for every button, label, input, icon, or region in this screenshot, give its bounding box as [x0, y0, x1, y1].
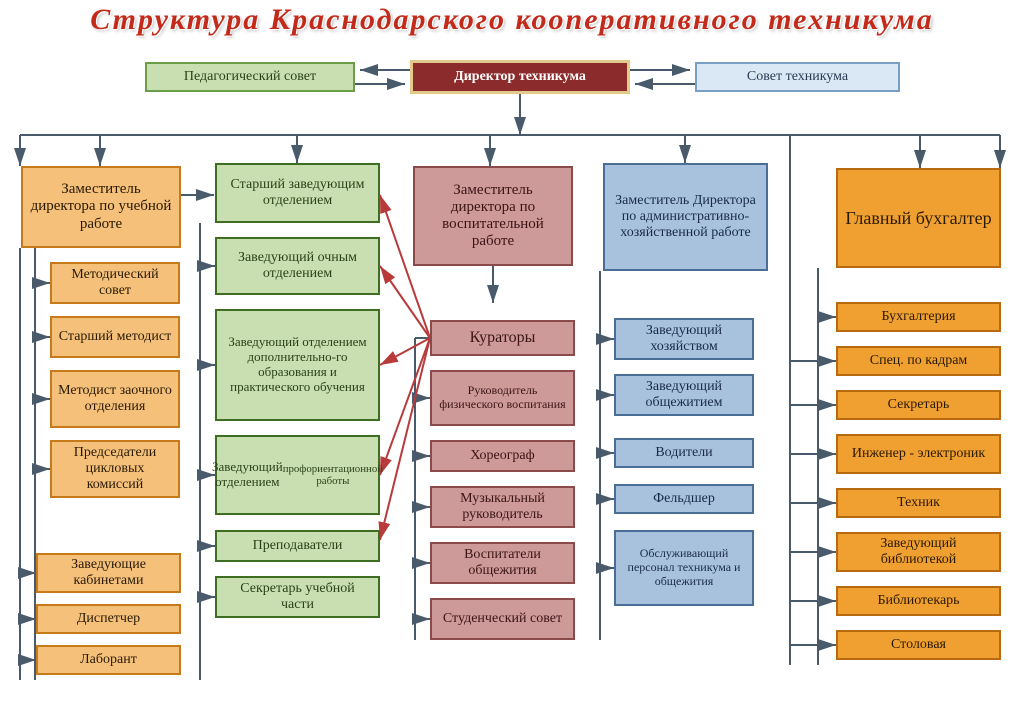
- node-zav_bib: Заведующий библиотекой: [836, 532, 1001, 572]
- node-zav_obj: Заведующий общежитием: [614, 374, 754, 416]
- node-zav_kab: Заведующие кабинетами: [36, 553, 181, 593]
- org-chart: Педагогический совет Директор техникума Со…: [0, 0, 1024, 705]
- node-met_zao: Методист заочного отделения: [50, 370, 180, 428]
- node-pred_cik: Председатели цикловых комиссий: [50, 440, 180, 498]
- node-stol: Столовая: [836, 630, 1001, 660]
- node-sekr: Секретарь: [836, 390, 1001, 420]
- node-vodit: Водители: [614, 438, 754, 468]
- node-kurat: Кураторы: [430, 320, 575, 356]
- node-muz: Музыкальный руководитель: [430, 486, 575, 528]
- node-zam_vosp: Заместитель директора по воспитательной …: [413, 166, 573, 266]
- node-vosp_ob: Воспитатели общежития: [430, 542, 575, 584]
- node-tehn: Техник: [836, 488, 1001, 518]
- node-ped: Педагогический совет: [145, 62, 355, 92]
- node-zam_uch: Заместитель директора по учебной работе: [21, 166, 181, 248]
- node-met_sov: Методический совет: [50, 262, 180, 304]
- node-bib: Библиотекарь: [836, 586, 1001, 616]
- node-kadr: Спец. по кадрам: [836, 346, 1001, 376]
- node-ing: Инженер - электроник: [836, 434, 1001, 474]
- node-feld: Фельдшер: [614, 484, 754, 514]
- node-buh: Бухгалтерия: [836, 302, 1001, 332]
- node-gl_buh: Главный бухгалтер: [836, 168, 1001, 268]
- node-stud_sov: Студенческий совет: [430, 598, 575, 640]
- node-obsl: Обслуживающий персонал техникума и общеж…: [614, 530, 754, 606]
- node-sec_uch: Секретарь учебной части: [215, 576, 380, 618]
- node-lab: Лаборант: [36, 645, 181, 675]
- node-st_met: Старший методист: [50, 316, 180, 358]
- node-prep: Преподаватели: [215, 530, 380, 562]
- node-st_zav: Старший заведующим отделением: [215, 163, 380, 223]
- node-ruk_fiz: Руководитель физического воспитания: [430, 370, 575, 426]
- chart-title: Структура Краснодарского кооперативного …: [0, 3, 1024, 37]
- node-zav_och: Заведующий очным отделением: [215, 237, 380, 295]
- node-zav_hoz: Заведующий хозяйством: [614, 318, 754, 360]
- node-sov: Совет техникума: [695, 62, 900, 92]
- node-horeo: Хореограф: [430, 440, 575, 472]
- node-disp: Диспетчер: [36, 604, 181, 634]
- node-zav_dop: Заведующий отделением дополнительно-го о…: [215, 309, 380, 421]
- node-dir: Директор техникума: [410, 60, 630, 94]
- node-zam_adm: Заместитель Директора по административно…: [603, 163, 768, 271]
- node-zav_prof: Заведующий отделением профориентационной…: [215, 435, 380, 515]
